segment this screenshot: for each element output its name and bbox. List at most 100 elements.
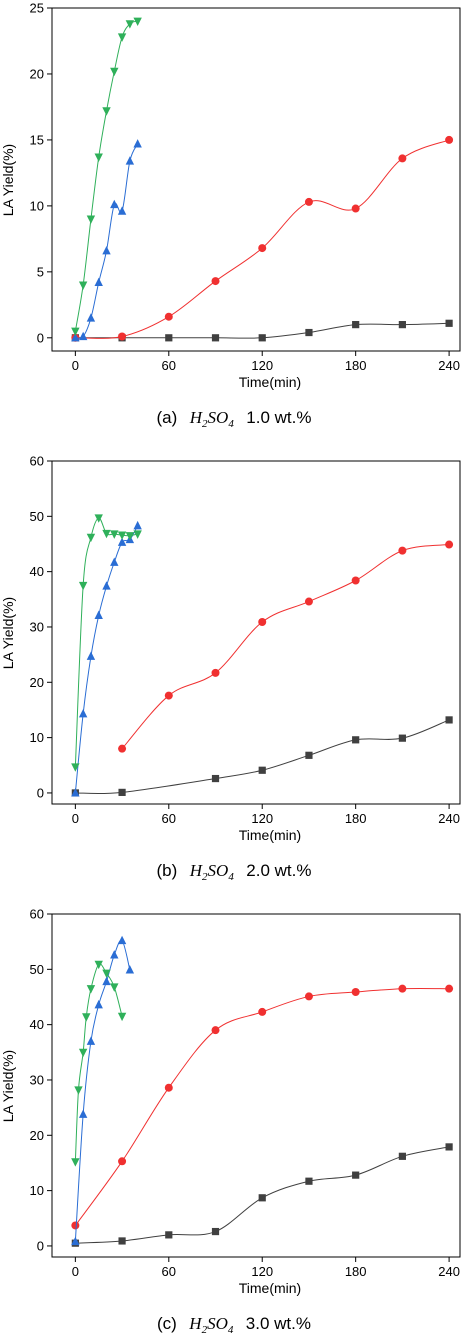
data-point-triangle-down (86, 985, 96, 994)
data-point-triangle-up (94, 277, 103, 286)
data-point-triangle-down (94, 514, 103, 523)
data-point-triangle-down (133, 17, 142, 26)
plot-frame (51, 7, 461, 352)
data-point-triangle-down (74, 1086, 83, 1095)
y-axis-title: LA Yield(%) (0, 1050, 16, 1122)
y-tick-label: 20 (30, 66, 44, 81)
data-point-triangle-down (102, 529, 111, 539)
data-point-triangle-up (102, 245, 111, 255)
data-point-triangle-down (86, 533, 96, 543)
series-line (75, 143, 139, 339)
data-point-circle (445, 540, 454, 549)
data-point-circle (118, 332, 127, 341)
data-point-circle (211, 277, 220, 286)
y-tick-label: 0 (37, 785, 44, 800)
data-point-circle (211, 1026, 220, 1035)
x-tick-label: 180 (345, 1264, 367, 1279)
data-point-triangle-up (125, 156, 135, 165)
y-tick-label: 20 (30, 675, 44, 690)
data-point-triangle-down (86, 215, 96, 224)
chart-marks (71, 935, 454, 1247)
data-point-triangle-down (71, 1158, 80, 1167)
data-point-square (211, 1227, 220, 1236)
data-point-triangle-up (78, 709, 88, 718)
x-tick-label: 60 (162, 358, 176, 373)
x-tick-label: 240 (438, 811, 460, 826)
y-tick-label: 50 (30, 509, 44, 524)
data-point-triangle-down (102, 107, 111, 116)
x-tick-label: 120 (251, 811, 273, 826)
series-line (75, 719, 450, 795)
data-point-triangle-up (94, 999, 103, 1009)
y-tick-label: 25 (30, 1, 44, 16)
data-point-triangle-down (110, 983, 119, 992)
data-point-triangle-up (78, 331, 88, 341)
data-point-triangle-down (117, 33, 127, 42)
data-point-triangle-up (133, 520, 142, 530)
plot-frame (51, 460, 461, 805)
data-point-circle (258, 244, 267, 253)
data-point-triangle-up (110, 199, 119, 209)
data-point-square (352, 736, 360, 744)
x-tick-label: 180 (345, 811, 367, 826)
data-point-circle (398, 546, 407, 555)
plot-frame (51, 913, 461, 1258)
data-point-circle (164, 691, 173, 700)
data-point-circle (304, 197, 313, 206)
data-point-square (165, 334, 173, 342)
y-tick-label: 10 (30, 730, 44, 745)
data-point-triangle-up (117, 935, 127, 945)
chart-marks (71, 17, 454, 342)
y-axis-title: LA Yield(%) (0, 597, 16, 669)
x-tick-label: 60 (162, 811, 176, 826)
x-tick-label: 120 (251, 358, 273, 373)
data-point-circle (445, 984, 454, 993)
data-point-circle (304, 992, 313, 1001)
data-point-square (118, 1237, 126, 1245)
chart-panel-a: 0 60 120 180 240 0 5 10 15 20 25 Time(min) LA Yiel… (0, 1, 461, 431)
data-point-circle (118, 744, 127, 753)
series-line (74, 987, 450, 1226)
data-point-triangle-down (78, 1048, 88, 1058)
data-point-circle (351, 576, 360, 585)
data-point-triangle-up (86, 651, 96, 660)
data-point-square (305, 328, 313, 337)
data-point-square (398, 734, 406, 742)
y-tick-label: 50 (30, 962, 44, 977)
chart-panel-c: 0 60 120 180 240 0 10 20 30 40 50 60 Time(min) LA Y… (0, 907, 461, 1337)
x-axis-title: Time(min) (239, 374, 301, 390)
data-point-triangle-down (110, 530, 119, 539)
data-point-square (258, 766, 266, 774)
y-tick-label: 0 (37, 330, 44, 345)
chart-axes: 0 60 120 180 240 0 10 20 30 40 50 60 (30, 907, 460, 1280)
data-point-circle (351, 988, 360, 997)
data-point-square (398, 321, 406, 329)
data-point-square (445, 319, 453, 327)
data-point-triangle-down (78, 281, 88, 290)
panel-caption: (c) H2SO4 3.0 wt.% (157, 1314, 311, 1337)
y-axis-title: LA Yield(%) (0, 144, 16, 216)
data-point-triangle-up (110, 557, 119, 566)
data-point-triangle-up (71, 1236, 80, 1246)
data-point-triangle-down (117, 531, 127, 540)
chart-panel-b: 0 60 120 180 240 0 10 20 30 40 50 60 Time(min) LA Y… (0, 454, 461, 884)
panel-caption: (a) H2SO4 1.0 wt.% (157, 408, 312, 431)
panel-caption: (b) H2SO4 2.0 wt.% (157, 861, 312, 884)
x-tick-label: 0 (72, 811, 79, 826)
data-point-triangle-down (71, 327, 80, 337)
y-tick-label: 10 (30, 198, 44, 213)
data-point-circle (398, 984, 407, 993)
data-point-triangle-down (117, 1012, 127, 1022)
data-point-triangle-up (125, 965, 135, 974)
series-line (74, 939, 131, 1242)
data-point-triangle-up (78, 1109, 88, 1118)
x-tick-label: 60 (162, 1264, 176, 1279)
data-point-triangle-up (94, 610, 103, 619)
data-point-square (305, 751, 313, 759)
data-point-square (445, 1143, 453, 1151)
data-point-triangle-up (117, 206, 127, 215)
data-point-triangle-up (102, 976, 111, 986)
x-axis-title: Time(min) (239, 827, 301, 843)
data-point-triangle-down (82, 1013, 91, 1022)
